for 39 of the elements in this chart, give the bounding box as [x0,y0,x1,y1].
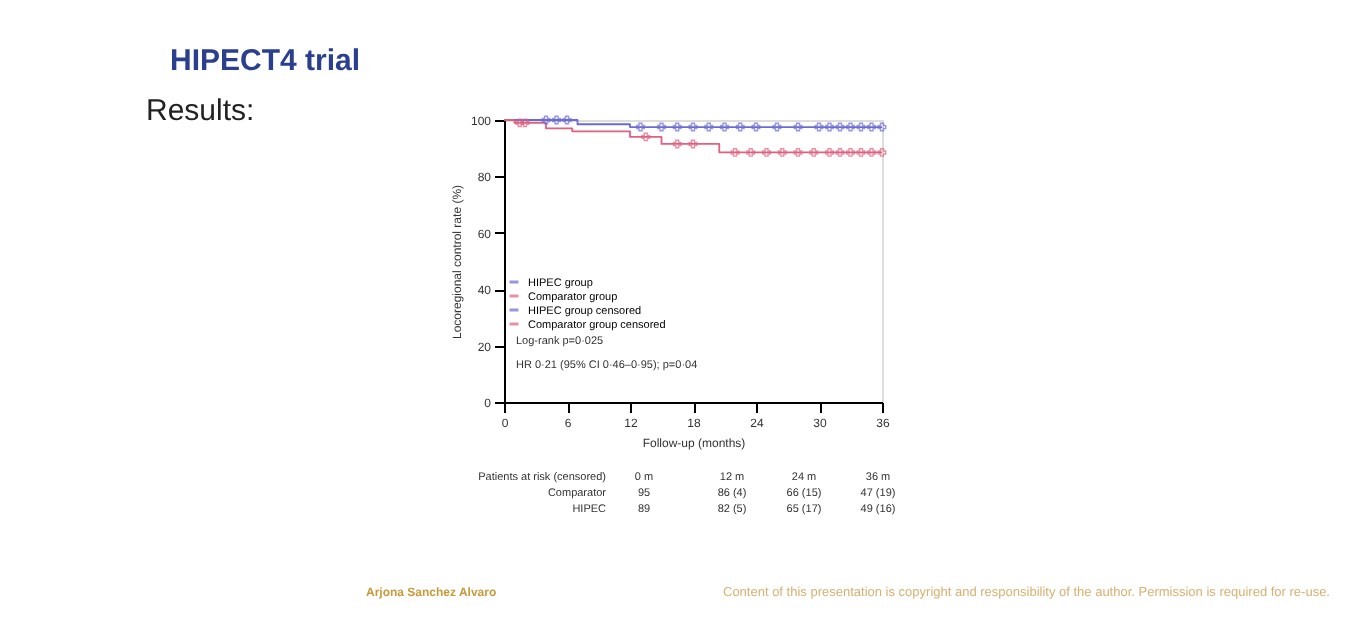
point [856,147,866,157]
point [867,122,876,132]
point [867,147,876,157]
point [688,122,698,132]
point [772,122,782,132]
point [877,147,887,157]
point [793,147,803,157]
point [856,122,866,132]
point [825,147,834,157]
point [657,122,666,132]
point [735,122,745,132]
point [562,115,572,125]
point [552,115,561,125]
point [720,122,729,132]
point [688,139,698,149]
point [672,139,682,149]
point [825,122,834,132]
point [520,118,530,128]
point [835,122,845,132]
text: HIPECT4 trial [170,44,361,78]
point [730,147,740,157]
point [636,122,645,132]
text: Results: [146,94,255,128]
point [877,122,887,132]
point [814,122,824,132]
point [672,122,682,132]
point [846,122,855,132]
point [541,115,551,125]
point [751,122,761,132]
point [704,122,714,132]
point [835,147,845,157]
point [762,147,771,157]
point [793,122,803,132]
point [777,147,787,157]
point [641,132,651,142]
point [515,118,525,128]
point [809,147,819,157]
point [846,147,855,157]
point [746,147,756,157]
